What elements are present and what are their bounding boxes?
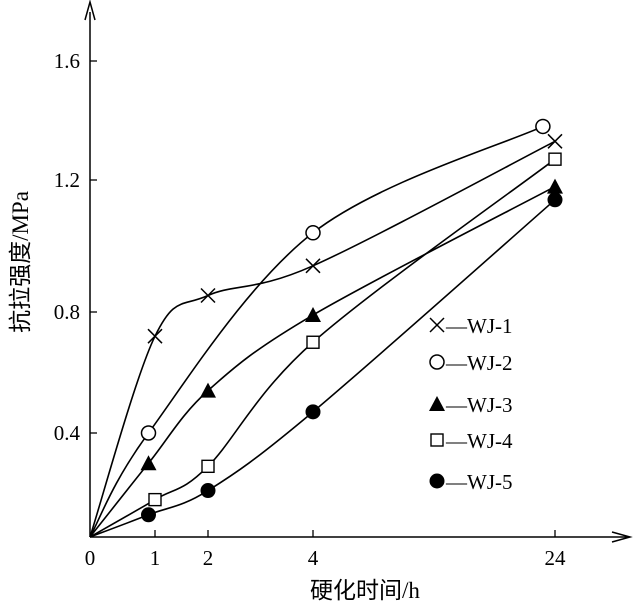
- data-point: [547, 133, 563, 149]
- legend-label: —WJ-5: [445, 470, 513, 494]
- y-tick-label: 1.6: [54, 49, 80, 73]
- data-point: [305, 307, 321, 323]
- legend-item: —WJ-2: [429, 351, 513, 375]
- legend-marker: [429, 317, 445, 333]
- legend-item: —WJ-1: [429, 314, 513, 338]
- data-point: [547, 192, 563, 208]
- x-tick-label: 0: [85, 546, 96, 570]
- data-point: [305, 225, 321, 241]
- data-point: [200, 483, 216, 499]
- data-point: [305, 404, 321, 420]
- series-line: [89, 125, 544, 538]
- legend-marker: [429, 354, 445, 370]
- legend-marker: [429, 473, 445, 489]
- data-point-stroke: [547, 133, 563, 149]
- data-point: [306, 335, 320, 349]
- legend-label: —WJ-1: [445, 314, 513, 338]
- y-tick-label: 0.4: [54, 421, 81, 445]
- data-point: [547, 178, 563, 194]
- y-axis-label: 抗拉强度/MPa: [8, 191, 33, 333]
- data-point: [200, 287, 216, 304]
- x-tick-label: 2: [203, 546, 214, 570]
- data-point: [140, 425, 157, 441]
- data-point-stroke: [147, 328, 163, 344]
- data-point: [548, 152, 562, 166]
- series-wj-1: [89, 133, 563, 538]
- data-point: [200, 382, 216, 398]
- data-point-stroke: [305, 258, 321, 274]
- legend-marker: [430, 433, 444, 447]
- legend-item: —WJ-5: [429, 470, 513, 494]
- x-tick-label: 4: [308, 546, 319, 570]
- data-point: [147, 328, 163, 344]
- legend-item: —WJ-3: [429, 393, 513, 417]
- legend-marker: [429, 396, 445, 411]
- data-point: [148, 492, 162, 507]
- series-wj-3: [89, 178, 563, 538]
- legend-item: —WJ-4: [430, 429, 513, 453]
- series-line: [89, 185, 556, 538]
- legend-marker-stroke: [429, 317, 445, 333]
- data-point: [141, 507, 156, 523]
- legend-label: —WJ-4: [445, 429, 513, 453]
- x-tick-label: 24: [545, 546, 567, 570]
- x-tick-label: 1: [150, 546, 161, 570]
- x-axis-label: 硬化时间/h: [310, 578, 420, 603]
- series-line: [89, 140, 556, 538]
- y-tick-label: 0.8: [54, 300, 80, 324]
- y-tick-label: 1.2: [54, 168, 80, 192]
- data-point: [535, 118, 551, 135]
- legend-label: —WJ-3: [445, 393, 513, 417]
- y-axis-arrow: [84, 0, 96, 21]
- x-axis-arrow: [611, 531, 633, 543]
- series-wj-5: [89, 192, 563, 538]
- legend-label: —WJ-2: [445, 351, 513, 375]
- data-point-stroke: [200, 287, 216, 304]
- series-wj-4: [89, 152, 562, 538]
- data-point: [140, 455, 157, 471]
- series-wj-2: [89, 118, 551, 538]
- data-point: [201, 459, 215, 474]
- data-point: [305, 258, 321, 274]
